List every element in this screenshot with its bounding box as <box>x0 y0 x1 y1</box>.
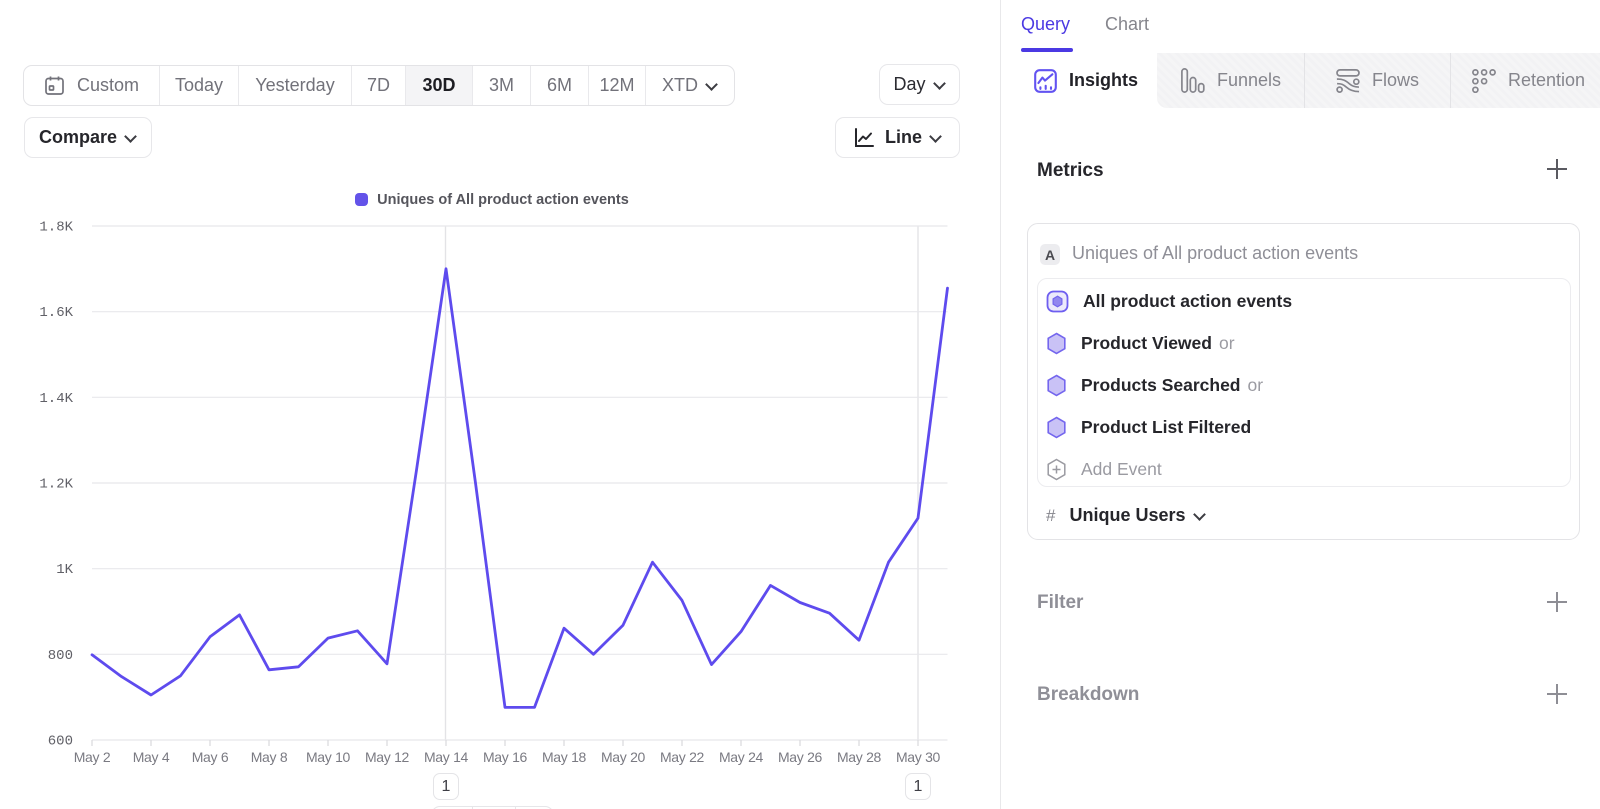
svg-text:May 12: May 12 <box>365 749 410 765</box>
svg-text:1.4K: 1.4K <box>39 391 73 407</box>
svg-text:600: 600 <box>48 734 73 750</box>
svg-text:1.2K: 1.2K <box>39 477 73 493</box>
svg-text:1K: 1K <box>56 562 73 578</box>
svg-text:May 8: May 8 <box>251 749 288 765</box>
svg-text:May 30: May 30 <box>896 749 941 765</box>
svg-text:May 10: May 10 <box>306 749 351 765</box>
svg-text:May 14: May 14 <box>424 749 469 765</box>
svg-text:800: 800 <box>48 648 73 664</box>
svg-text:May 20: May 20 <box>601 749 646 765</box>
svg-text:May 18: May 18 <box>542 749 587 765</box>
svg-text:May 2: May 2 <box>74 749 111 765</box>
svg-text:1.6K: 1.6K <box>39 305 73 321</box>
svg-text:May 22: May 22 <box>660 749 705 765</box>
svg-text:May 26: May 26 <box>778 749 823 765</box>
svg-text:May 6: May 6 <box>192 749 229 765</box>
svg-text:May 28: May 28 <box>837 749 882 765</box>
svg-text:1.8K: 1.8K <box>39 220 73 236</box>
svg-text:May 4: May 4 <box>133 749 170 765</box>
svg-text:May 24: May 24 <box>719 749 764 765</box>
svg-text:May 16: May 16 <box>483 749 528 765</box>
